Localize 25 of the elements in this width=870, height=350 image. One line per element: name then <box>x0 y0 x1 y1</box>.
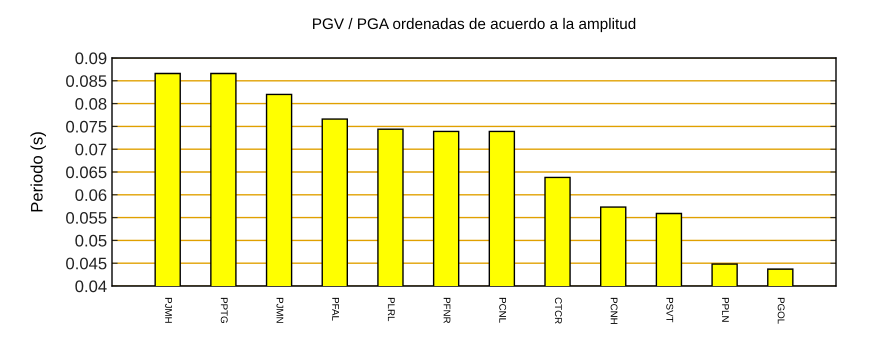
x-tick-label: PLRL <box>388 298 395 322</box>
x-tick-label: PFNR <box>444 298 450 324</box>
x-tick-label: PSVT <box>666 298 674 322</box>
y-tick-label: 0.085 <box>66 75 106 88</box>
y-tick-label: 0.045 <box>66 258 106 270</box>
chart-title: PGV / PGA ordenadas de acuerdo a la amplitud <box>313 18 636 32</box>
y-tick-label: 0.05 <box>75 234 106 247</box>
y-tick-label: 0.09 <box>75 52 106 64</box>
x-tick-label: PJMN <box>276 298 284 323</box>
x-tick-label: PCNH <box>610 298 618 324</box>
x-tick-label: PCNL <box>499 298 506 323</box>
x-tick-label: PPLN <box>722 298 729 322</box>
x-tick-label: PFAL <box>332 298 339 321</box>
y-tick-label: 0.07 <box>75 144 106 156</box>
y-tick-label: 0.04 <box>75 280 107 292</box>
x-tick-label: PJMH <box>165 298 172 323</box>
y-tick-label: 0.06 <box>75 189 106 202</box>
y-tick-label: 0.08 <box>75 98 106 110</box>
x-tick-label: PPTG <box>220 298 228 323</box>
y-tick-label: 0.065 <box>66 166 106 178</box>
x-tick-label: PGOL <box>778 298 785 324</box>
y-tick-label: 0.075 <box>66 120 106 133</box>
y-axis-title: Periodo (s) <box>30 132 46 212</box>
y-tick-label: 0.055 <box>66 212 106 224</box>
x-tick-label: CTCR <box>554 298 562 324</box>
